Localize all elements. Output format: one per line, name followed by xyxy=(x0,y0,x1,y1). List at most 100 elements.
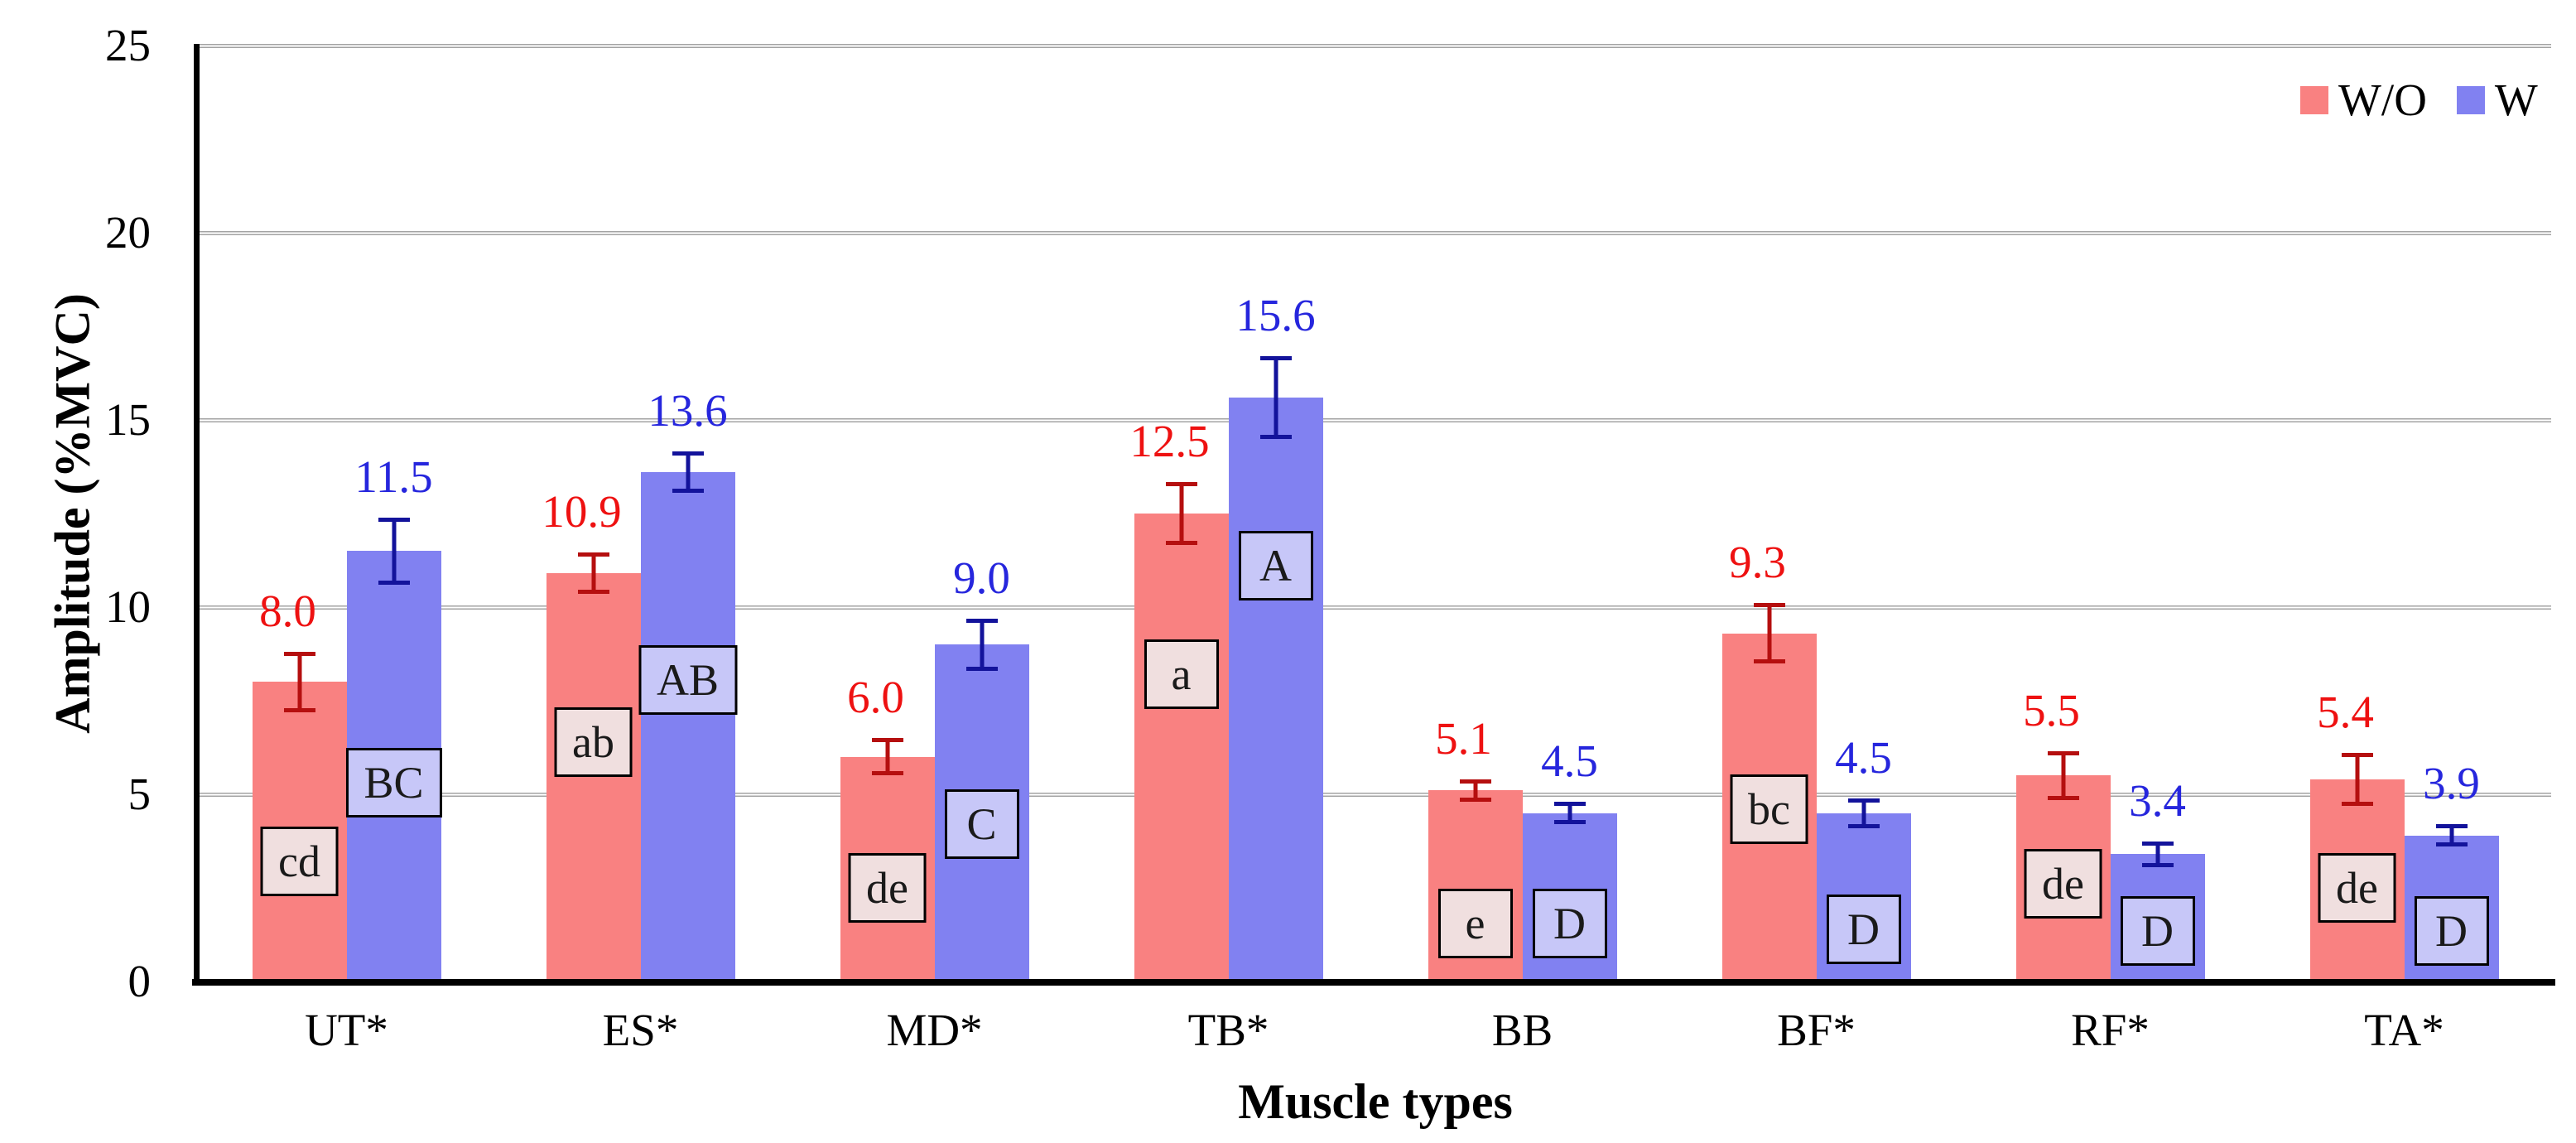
error-bar-wo-bf xyxy=(1753,603,1785,663)
x-category-label-ta: TA* xyxy=(2364,1005,2444,1055)
error-bar-cap xyxy=(2341,801,2373,806)
x-category-label-md: MD* xyxy=(886,1005,983,1055)
sig-letter-wo-bf: bc xyxy=(1730,774,1808,845)
error-bar-stem xyxy=(2061,751,2065,800)
bar-wo-tb xyxy=(1134,514,1229,981)
x-category-label-bf: BF* xyxy=(1777,1005,1856,1055)
gridline-y10 xyxy=(200,605,2551,610)
sig-letter-w-bf: D xyxy=(1826,894,1901,964)
gridline-y20 xyxy=(200,230,2551,235)
value-label-w-ta: 3.9 xyxy=(2423,758,2480,809)
error-bar-wo-ut xyxy=(283,652,315,712)
error-bar-stem xyxy=(2155,841,2160,868)
plot-area: 8.0 cd 11.5 BC 10.9 ab 13.6 AB 6.0 de 9.0 C 12.5 a 15.… xyxy=(192,43,2555,986)
legend-label-wo: W/O xyxy=(2338,75,2427,125)
sig-letter-w-es: AB xyxy=(638,645,738,716)
sig-letter-wo-rf: de xyxy=(2024,849,2102,919)
error-bar-stem xyxy=(1767,603,1771,663)
x-category-label-es: ES* xyxy=(602,1005,679,1055)
error-bar-stem xyxy=(885,738,889,776)
error-bar-cap xyxy=(2141,863,2174,868)
sig-letter-w-bb: D xyxy=(1532,888,1607,958)
error-bar-cap xyxy=(1459,779,1491,784)
error-bar-cap xyxy=(672,489,704,494)
error-bar-cap xyxy=(378,580,410,585)
y-tick-label-0: 0 xyxy=(128,956,152,1006)
error-bar-cap xyxy=(577,552,609,557)
legend: W/O W xyxy=(2300,77,2538,123)
error-bar-cap xyxy=(378,517,410,522)
error-bar-stem xyxy=(392,517,396,585)
error-bar-cap xyxy=(2341,753,2373,758)
value-label-wo-rf: 5.5 xyxy=(2023,685,2080,736)
x-category-label-tb: TB* xyxy=(1187,1005,1269,1055)
error-bar-stem xyxy=(2355,753,2359,806)
error-bar-cap xyxy=(2141,841,2174,846)
error-bar-cap xyxy=(871,738,903,743)
error-bar-wo-rf xyxy=(2047,751,2079,800)
error-bar-w-ut xyxy=(378,517,410,585)
y-axis-title: Amplitude (%MVC) xyxy=(45,293,100,734)
error-bar-cap xyxy=(1259,356,1292,361)
legend-swatch-w xyxy=(2456,85,2485,114)
error-bar-w-ta xyxy=(2435,824,2468,847)
gridline-y15 xyxy=(200,417,2551,422)
y-axis-line xyxy=(194,44,200,985)
value-label-wo-es: 10.9 xyxy=(542,486,622,538)
error-bar-cap xyxy=(577,590,609,595)
error-bar-cap xyxy=(1553,802,1586,807)
error-bar-w-bb xyxy=(1553,802,1586,825)
error-bar-stem xyxy=(1861,798,1866,828)
value-label-w-md: 9.0 xyxy=(953,552,1010,603)
y-tick-label-15: 15 xyxy=(105,394,151,445)
legend-item-w: W xyxy=(2456,77,2538,123)
sig-letter-w-ta: D xyxy=(2414,895,2489,966)
sig-letter-wo-ut: cd xyxy=(260,827,339,897)
error-bar-cap xyxy=(965,618,998,623)
value-label-w-bb: 4.5 xyxy=(1541,735,1598,787)
error-bar-wo-md xyxy=(871,738,903,776)
error-bar-cap xyxy=(283,652,315,657)
value-label-w-rf: 3.4 xyxy=(2129,774,2186,826)
error-bar-cap xyxy=(672,451,704,456)
error-bar-stem xyxy=(1179,481,1183,546)
x-category-label-bb: BB xyxy=(1491,1005,1553,1055)
error-bar-cap xyxy=(1847,823,1880,828)
error-bar-stem xyxy=(1274,356,1278,439)
error-bar-wo-bb xyxy=(1459,779,1491,803)
error-bar-w-tb xyxy=(1259,356,1292,439)
legend-item-wo: W/O xyxy=(2300,77,2427,123)
error-bar-stem xyxy=(1473,779,1477,803)
error-bar-cap xyxy=(2435,842,2468,847)
error-bar-cap xyxy=(1753,658,1785,663)
error-bar-wo-tb xyxy=(1165,481,1197,546)
error-bar-cap xyxy=(1165,481,1197,486)
sig-letter-w-md: C xyxy=(944,789,1019,860)
y-tick-label-25: 25 xyxy=(105,20,151,70)
sig-letter-w-ut: BC xyxy=(345,748,442,818)
sig-letter-wo-es: ab xyxy=(554,707,633,777)
error-bar-cap xyxy=(871,771,903,776)
error-bar-cap xyxy=(2047,751,2079,756)
y-tick-label-5: 5 xyxy=(128,769,152,819)
value-label-w-es: 13.6 xyxy=(648,385,728,436)
sig-letter-wo-ta: de xyxy=(2318,853,2396,923)
error-bar-stem xyxy=(2449,824,2453,847)
value-label-wo-tb: 12.5 xyxy=(1129,415,1210,466)
y-tick-label-10: 10 xyxy=(105,581,151,632)
value-label-wo-ta: 5.4 xyxy=(2317,687,2374,738)
error-bar-w-rf xyxy=(2141,841,2174,868)
error-bar-wo-es xyxy=(577,552,609,595)
error-bar-stem xyxy=(686,451,690,494)
legend-swatch-wo xyxy=(2300,85,2328,114)
x-category-label-ut: UT* xyxy=(305,1005,388,1055)
gridline-y25 xyxy=(200,43,2551,48)
error-bar-cap xyxy=(965,666,998,671)
x-axis-line xyxy=(192,979,2555,986)
error-bar-wo-ta xyxy=(2341,753,2373,806)
value-label-w-tb: 15.6 xyxy=(1235,290,1316,341)
sig-letter-wo-bb: e xyxy=(1437,888,1513,958)
bar-w-es xyxy=(640,472,735,981)
error-bar-cap xyxy=(1165,541,1197,546)
value-label-wo-md: 6.0 xyxy=(847,672,904,723)
